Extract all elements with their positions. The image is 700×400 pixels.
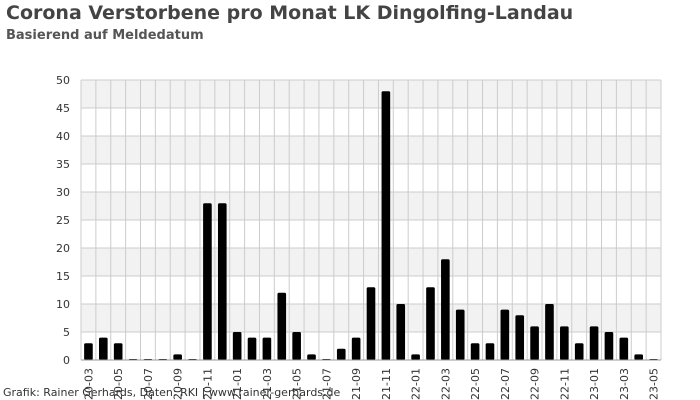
bar-2021-09: [351, 337, 361, 360]
y-tick-label: 5: [63, 326, 70, 339]
bar-2022-04: [455, 309, 465, 360]
x-tick-label: 2020-07: [142, 368, 155, 400]
y-tick-label: 25: [56, 214, 70, 227]
x-tick-label: 2022-07: [499, 368, 512, 400]
bar-2022-07: [500, 309, 510, 360]
bar-2022-01: [411, 354, 420, 360]
bar-2023-03: [619, 337, 629, 360]
x-tick-label: 2022-11: [558, 368, 571, 400]
bar-2021-04: [277, 292, 287, 360]
x-tick-label: 2022-03: [439, 368, 452, 400]
bar-2023-02: [604, 332, 614, 360]
y-tick-label: 0: [63, 354, 70, 367]
bar-2022-02: [426, 287, 435, 360]
y-tick-label: 45: [56, 102, 70, 115]
background-band: [81, 248, 661, 276]
x-tick-label: 2023-03: [618, 368, 631, 400]
bar-2021-03: [262, 337, 272, 360]
bar-2022-12: [574, 343, 584, 360]
background-band: [81, 192, 661, 220]
bar-2023-04: [634, 354, 644, 360]
bar-2022-11: [560, 326, 569, 360]
y-tick-label: 40: [56, 130, 70, 143]
x-tick-label: 2021-05: [291, 368, 304, 400]
x-tick-label: 2021-09: [350, 368, 363, 400]
bar-2020-09: [173, 354, 182, 360]
bar-2020-03: [84, 343, 93, 360]
credit-text: Grafik: Rainer Gerhards, Daten: RKI | ww…: [3, 386, 341, 399]
x-axis-ticks: 2020-03 2020-05 2020-07 2020-09 2020-11 2021-…: [82, 368, 660, 400]
x-tick-label: 2023-05: [648, 368, 661, 400]
bar-2021-02: [247, 337, 257, 360]
bar-2021-12: [396, 304, 406, 360]
chart-subtitle: Basierend auf Meldedatum: [6, 28, 204, 43]
background-band: [81, 80, 661, 108]
bar-2020-12: [217, 203, 227, 360]
x-tick-label: 2021-07: [320, 368, 333, 400]
y-tick-label: 30: [56, 186, 70, 199]
x-tick-label: 2023-01: [588, 368, 601, 400]
chart-title: Corona Verstorbene pro Monat LK Dingolfi…: [6, 2, 574, 24]
bar-2022-03: [441, 259, 450, 360]
y-axis-ticks: 0 5 10 15 20 25 30 35 40 45 50: [56, 74, 70, 367]
bar-2021-01: [232, 332, 242, 360]
bar-2022-06: [485, 343, 495, 360]
x-tick-label: 2020-11: [201, 368, 214, 400]
bar-2022-09: [530, 326, 539, 360]
x-tick-label: 2021-03: [261, 368, 274, 400]
y-tick-label: 50: [56, 74, 70, 87]
x-tick-label: 2021-01: [231, 368, 244, 400]
x-tick-label: 2020-05: [112, 368, 125, 400]
bar-2022-10: [545, 304, 554, 360]
bar-2020-05: [113, 343, 123, 360]
bar-2020-11: [203, 203, 212, 360]
background-band: [81, 136, 661, 164]
y-tick-label: 10: [56, 298, 70, 311]
bar-2021-11: [381, 91, 391, 360]
bar-2022-08: [515, 315, 525, 360]
bar-2021-10: [366, 287, 376, 360]
y-tick-label: 20: [56, 242, 70, 255]
x-tick-label: 2020-03: [82, 368, 95, 400]
bar-2023-01: [589, 326, 599, 360]
y-tick-label: 35: [56, 158, 70, 171]
bar-2021-06: [307, 354, 316, 360]
x-tick-label: 2022-09: [529, 368, 542, 400]
bar-2022-05: [470, 343, 480, 360]
bar-2021-08: [336, 348, 346, 360]
bars: [84, 91, 658, 360]
y-tick-label: 15: [56, 270, 70, 283]
x-tick-label: 2021-11: [380, 368, 393, 400]
bar-2020-04: [98, 337, 108, 360]
x-tick-label: 2022-05: [469, 368, 482, 400]
x-tick-label: 2020-09: [172, 368, 185, 400]
bar-2021-05: [292, 332, 301, 360]
x-tick-label: 2022-01: [410, 368, 423, 400]
